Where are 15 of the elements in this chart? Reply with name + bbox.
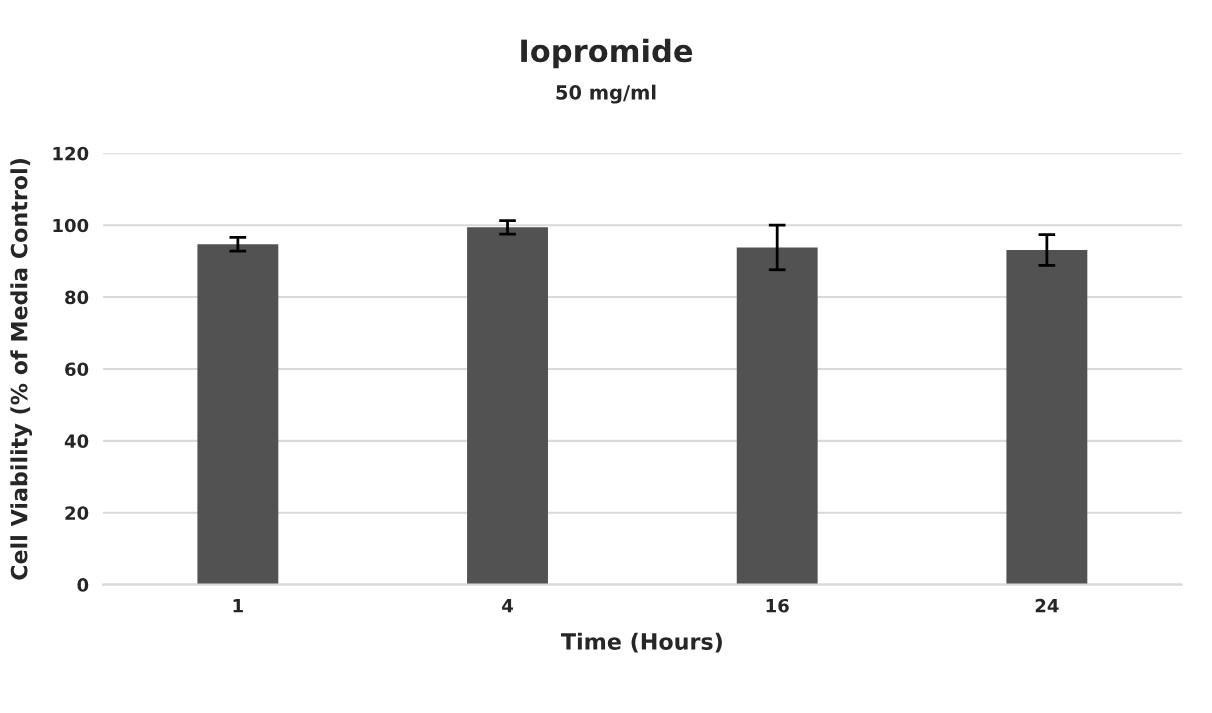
x-tick-label: 4 xyxy=(502,599,513,613)
y-tick-label: 40 xyxy=(64,434,89,448)
y-tick-label: 60 xyxy=(65,362,89,377)
y-tick-label: 0 xyxy=(77,578,89,592)
y-tick-label: 120 xyxy=(53,146,89,161)
y-tick-label: 100 xyxy=(53,218,89,233)
y-axis-title: Cell Viability (% of Media Control) xyxy=(10,159,32,580)
x-axis-title: Time (Hours) xyxy=(561,632,722,653)
chart-title: Iopromide xyxy=(521,38,693,69)
x-tick-label: 1 xyxy=(233,599,243,613)
y-tick-label: 80 xyxy=(65,290,89,305)
y-tick-label: 20 xyxy=(65,506,89,520)
x-tick-label: 24 xyxy=(1035,598,1059,613)
chart-subtitle: 50 mg/ml xyxy=(556,84,656,104)
x-tick-label: 16 xyxy=(766,598,789,613)
